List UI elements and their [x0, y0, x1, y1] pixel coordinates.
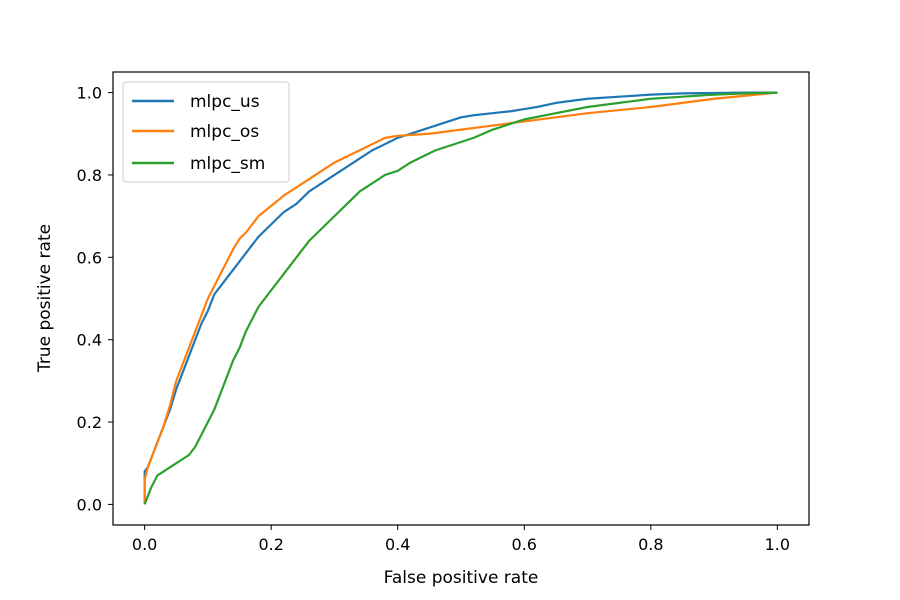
plot-area-frame — [112, 71, 810, 526]
legend-label-mlpc_os: mlpc_os — [190, 122, 259, 142]
series-lines — [143, 91, 778, 505]
y-axis-ticks: 0.0 0.2 0.4 0.6 0.8 1.0 — [77, 84, 113, 514]
legend-label-mlpc_us: mlpc_us — [190, 92, 260, 112]
x-tick-label: 1.0 — [765, 535, 790, 554]
y-tick-label: 0.6 — [77, 248, 102, 267]
y-tick-label: 0.0 — [77, 495, 102, 514]
x-tick-label: 0.0 — [132, 535, 157, 554]
y-tick-label: 1.0 — [77, 84, 102, 103]
x-axis-label: False positive rate — [384, 568, 539, 588]
x-tick-label: 0.6 — [512, 535, 537, 554]
y-tick-label: 0.8 — [77, 166, 102, 185]
x-axis-ticks: 0.0 0.2 0.4 0.6 0.8 1.0 — [132, 525, 790, 554]
x-tick-label: 0.4 — [385, 535, 410, 554]
legend-box — [122, 81, 290, 183]
x-tick-label: 0.8 — [638, 535, 663, 554]
legend: mlpc_us mlpc_os mlpc_sm — [122, 81, 290, 183]
x-tick-label: 0.2 — [258, 535, 283, 554]
y-tick-label: 0.4 — [77, 331, 102, 350]
y-tick-label: 0.2 — [77, 413, 102, 432]
series-line-mlpc_us — [143, 91, 778, 505]
y-axis-label: True positive rate — [35, 224, 55, 373]
legend-label-mlpc_sm: mlpc_sm — [190, 154, 265, 174]
series-line-mlpc_sm — [143, 91, 778, 505]
series-line-mlpc_os — [143, 91, 778, 505]
